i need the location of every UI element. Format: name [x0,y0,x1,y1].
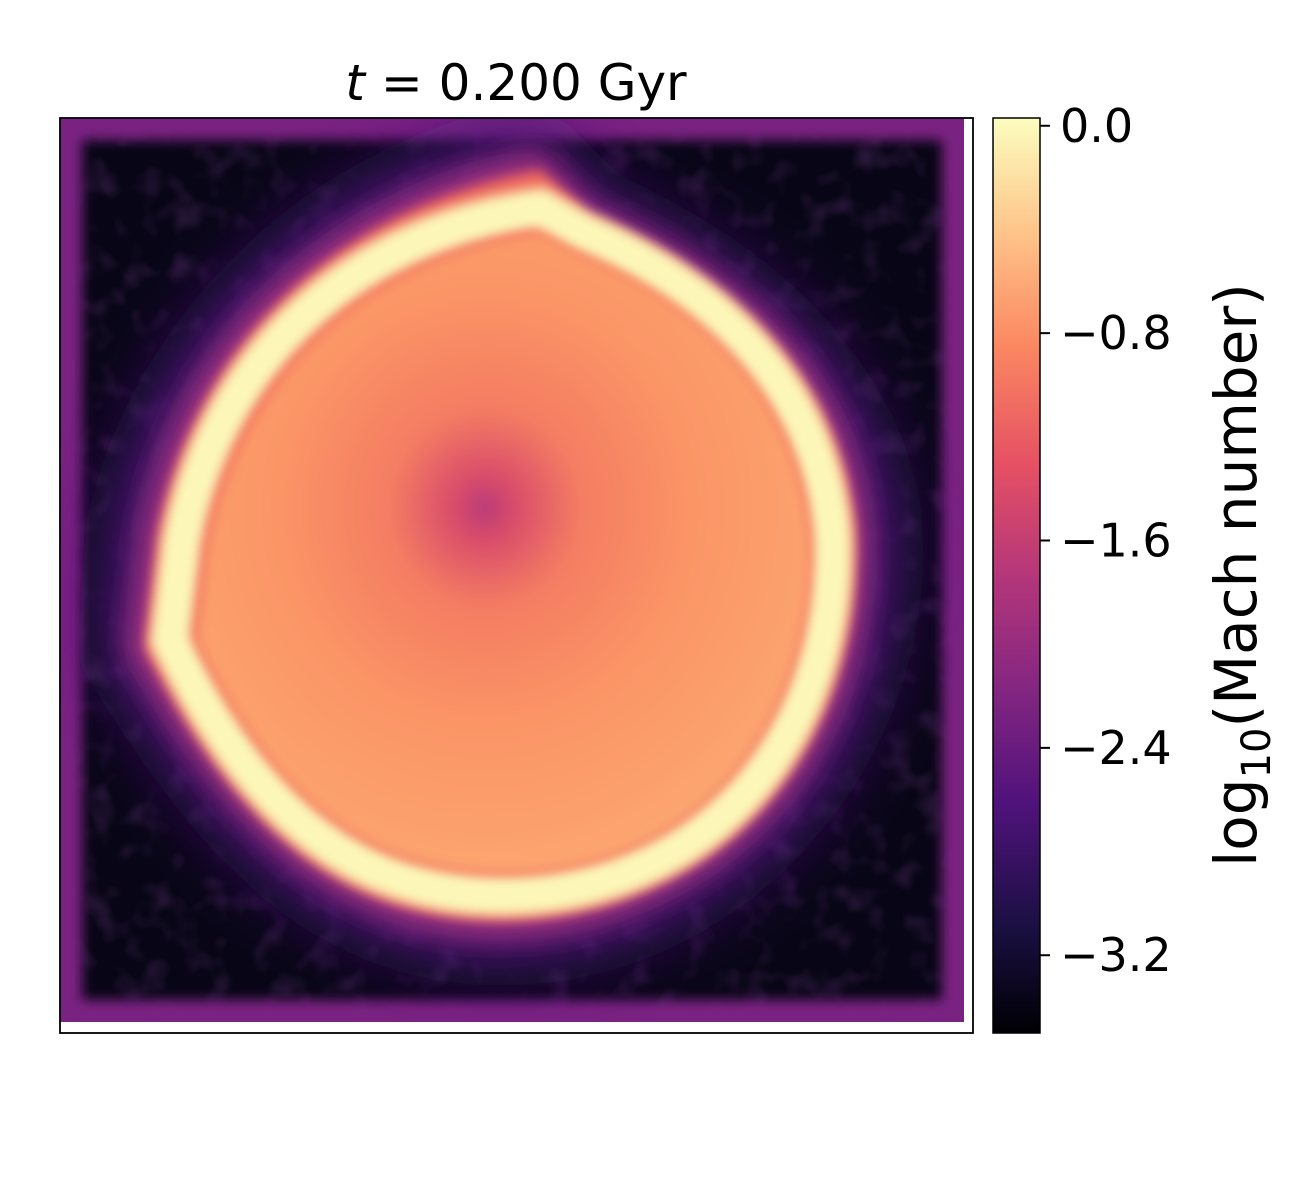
colorbar: 0.0 −0.8 −1.6 −2.4 −3.2 log10(Mach number) [992,99,1280,1034]
heatmap-image [60,118,964,1022]
axes-frame [59,117,974,1034]
colorbar-tick-label: 0.0 [1060,99,1133,153]
title-value: 0.200 Gyr [439,54,687,112]
colorbar-gradient [993,118,1040,1033]
colorbar-label-quantity: (Mach number) [1202,283,1270,727]
shock-shell [149,187,853,916]
title-equals: = [365,54,439,112]
colorbar-tick-label: −2.4 [1060,721,1172,775]
colorbar-tick-label: −3.2 [1060,928,1172,982]
colorbar-tick-label: −1.6 [1060,514,1172,568]
shell-interior [196,232,811,874]
colorbar-label-subscript: 10 [1234,727,1280,778]
colorbar-label: log10(Mach number) [1202,283,1280,867]
colorbar-frame [992,117,1041,1034]
chart-title: t = 0.200 Gyr [345,54,687,112]
title-variable: t [345,54,367,112]
colorbar-label-log: log [1202,778,1270,866]
colorbar-tick-label: −0.8 [1060,306,1172,360]
colorbar-ticks: 0.0 −0.8 −1.6 −2.4 −3.2 [1040,99,1172,982]
